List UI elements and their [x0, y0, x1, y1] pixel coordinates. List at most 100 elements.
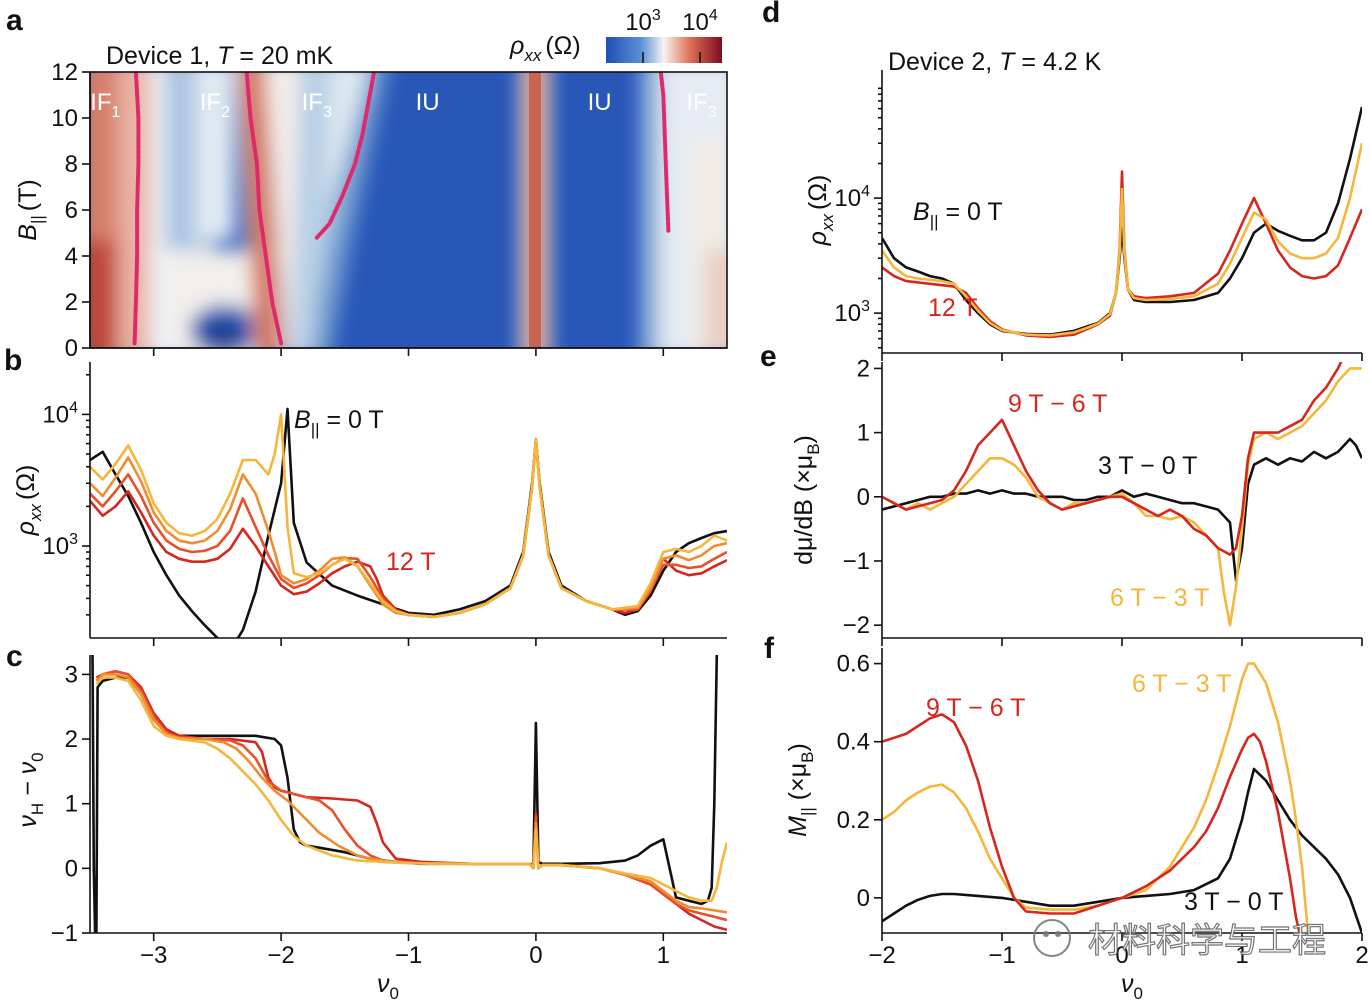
- panel-e-ylabel: dμ/dB (×μB): [790, 435, 823, 565]
- region-label-3: IU: [416, 89, 440, 116]
- panel-d-series: [882, 106, 1362, 339]
- wechat-icon: [1033, 919, 1071, 957]
- y-tick-label-a: 4: [65, 243, 78, 270]
- panel-d-axes: 103 104: [834, 70, 1363, 361]
- series-line-e-0: [882, 437, 1362, 582]
- y-tick-label-e: −1: [843, 548, 870, 575]
- panel-letter-e: e: [760, 340, 777, 373]
- x-tick-label-f: −1: [988, 942, 1015, 969]
- panel-c-xlabel: ν0: [377, 970, 399, 1002]
- y-tick-label-a: 8: [65, 151, 78, 178]
- panel-f-annotation-9t6t: 9 T − 6 T: [926, 694, 1025, 722]
- x-tick-label-f: −2: [868, 942, 895, 969]
- x-tick-label-c: 0: [529, 942, 542, 969]
- panel-d-title: Device 2, T = 4.2 K: [888, 48, 1102, 76]
- colorbar-tick-label-2: 104: [682, 7, 718, 36]
- y-tick-label-c: 3: [65, 661, 78, 688]
- y-tick-label-e: 0: [857, 484, 870, 511]
- colorbar: 103 104 ρxx (Ω): [509, 7, 722, 65]
- y-tick-label-b: 104: [42, 399, 78, 428]
- y-tick-label-f: 0.4: [837, 729, 870, 756]
- y-tick-label-d: 103: [834, 298, 870, 327]
- colorbar-tick-label-1: 103: [625, 7, 661, 36]
- panel-letter-d: d: [762, 0, 780, 29]
- y-tick-label-a: 2: [65, 289, 78, 316]
- watermark: 材料科学与工程: [1033, 919, 1327, 961]
- panel-b-annotation-b0: B|| = 0 T: [294, 406, 384, 439]
- x-tick-label-f: 0: [1115, 942, 1128, 969]
- series-line-b-3: [90, 437, 727, 619]
- panel-f-annotation-6t3t: 6 T − 3 T: [1132, 670, 1231, 698]
- panel-e-series: [882, 362, 1362, 627]
- panel-letter-c: c: [6, 640, 23, 673]
- series-line-e-1: [882, 367, 1362, 627]
- region-label-2: IF3: [302, 89, 332, 121]
- panel-c-chart: −1 0 1 2 3 −3 −2 −1 0 1 νH − ν0 ν0: [14, 655, 727, 1002]
- x-tick-label-c: −2: [267, 942, 294, 969]
- series-line-d-2: [882, 142, 1362, 337]
- transition-lines: [132, 72, 671, 346]
- y-tick-label-f: 0: [857, 885, 870, 912]
- panel-e-annotation-6t3t: 6 T − 3 T: [1110, 584, 1209, 612]
- y-tick-label-e: 1: [857, 420, 870, 447]
- x-tick-label-f: 1: [1235, 942, 1248, 969]
- panel-f-annotation-3t0t: 3 T − 0 T: [1184, 888, 1283, 916]
- y-tick-label-f: 0.6: [837, 651, 870, 678]
- panel-f-ylabel: M|| (×μB): [784, 743, 817, 837]
- panel-a-axes: 0 2 4 6 8 10 12: [51, 59, 727, 362]
- panel-letter-b: b: [4, 344, 22, 377]
- panel-e-annotation-9t6t: 9 T − 6 T: [1008, 390, 1107, 418]
- y-tick-label-a: 0: [65, 335, 78, 362]
- y-tick-label-c: 1: [65, 791, 78, 818]
- panel-letter-f: f: [764, 632, 775, 665]
- series-line-b-4: [90, 413, 727, 619]
- series-line-c-1: [95, 669, 727, 932]
- y-tick-label-c: 2: [65, 726, 78, 753]
- panel-a-title: Device 1, T = 20 mK: [106, 42, 334, 70]
- panel-e-axes: −2 −1 0 1 2: [843, 355, 1363, 646]
- y-tick-label-b: 103: [42, 531, 78, 560]
- series-line-c-3: [95, 673, 727, 914]
- x-tick-label-c: −1: [395, 942, 422, 969]
- panel-a-ylabel: B||(T): [14, 179, 47, 240]
- region-label-4: IU: [588, 89, 612, 116]
- series-line-c-4: [95, 676, 727, 903]
- wechat-icon-eye-right: [1055, 931, 1061, 937]
- wechat-icon-eye-left: [1043, 931, 1049, 937]
- panel-f-series: [882, 662, 1362, 933]
- region-label-5: IF3: [686, 89, 716, 121]
- panel-d-chart: 103 104 Device 2, T = 4.2 K B|| = 0 T 12 …: [804, 48, 1363, 361]
- panel-c-axes: −1 0 1 2 3 −3 −2 −1 0 1: [51, 655, 727, 969]
- series-line-f-2: [882, 713, 1301, 933]
- heatmap-field: [90, 72, 727, 348]
- transition-line-2: [314, 72, 377, 240]
- panel-c-ylabel: νH − ν0: [14, 752, 47, 827]
- y-tick-label-c: −1: [51, 920, 78, 947]
- region-labels: IF1 IF2 IF3 IU IU IF3: [90, 89, 717, 121]
- series-line-f-0: [882, 767, 1362, 933]
- panel-e-chart: −2 −1 0 1 2 9 T − 6 T 3 T − 0 T 6 T − 3 T dμ…: [790, 355, 1363, 646]
- panel-b-axes: 103 104: [42, 362, 727, 646]
- y-tick-label-f: 0.2: [837, 807, 870, 834]
- panel-f-axes: 0 0.2 0.4 0.6 −2 −1 0 1 2: [837, 648, 1369, 969]
- panel-b-series: [90, 407, 727, 638]
- panel-d-ylabel: ρxx(Ω): [804, 175, 837, 247]
- colorbar-label: ρxx (Ω): [509, 32, 581, 65]
- y-tick-label-a: 10: [51, 105, 78, 132]
- y-tick-label-a: 6: [65, 197, 78, 224]
- panel-c-series: [91, 655, 727, 933]
- panel-b-annotation-12t: 12 T: [386, 548, 436, 576]
- panel-d-annotation-b0: B|| = 0 T: [913, 198, 1003, 231]
- panel-b-chart: 103 104 B|| = 0 T 12 T ρxx(Ω): [12, 362, 727, 646]
- x-tick-label-f: 2: [1355, 942, 1368, 969]
- panel-b-ylabel: ρxx(Ω): [12, 465, 45, 537]
- series-line-e-2: [882, 362, 1343, 556]
- watermark-text: 材料科学与工程: [1088, 922, 1326, 960]
- transition-line-3: [658, 72, 671, 233]
- region-label-0: IF1: [90, 89, 120, 121]
- series-line-c-2: [95, 669, 727, 922]
- y-tick-label-e: −2: [843, 612, 870, 639]
- y-tick-label-e: 2: [857, 355, 870, 382]
- transition-line-1: [244, 72, 284, 346]
